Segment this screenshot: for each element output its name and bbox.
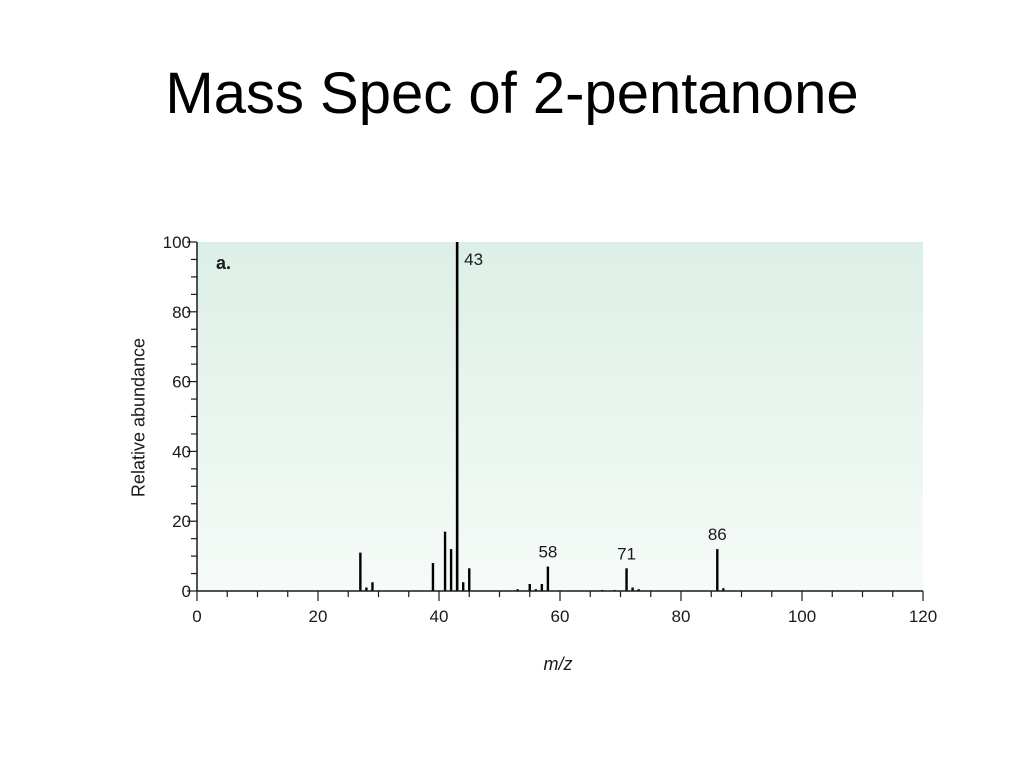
y-axis-title: Relative abundance [128,338,148,497]
y-tick-label-100: 100 [163,233,191,252]
x-tick-label-100: 100 [788,607,816,626]
y-tick-label-60: 60 [172,373,191,392]
plot-area [197,242,923,591]
peak-bars [359,242,725,591]
axes [187,241,924,601]
y-tick-label-80: 80 [172,303,191,322]
x-tick-label-0: 0 [192,607,201,626]
panel-label: a. [216,253,231,273]
x-tick-label-40: 40 [430,607,449,626]
y-tick-label-20: 20 [172,512,191,531]
peak-label-58: 58 [538,543,557,562]
y-tick-label-0: 0 [182,582,191,601]
peak-label-71: 71 [617,544,636,563]
peak-label-43: 43 [464,250,483,269]
y-tick-label-40: 40 [172,442,191,461]
x-axis-title: m/z [544,654,573,674]
x-tick-label-120: 120 [909,607,937,626]
peak-label-86: 86 [708,525,727,544]
x-tick-label-60: 60 [551,607,570,626]
x-tick-label-80: 80 [672,607,691,626]
slide-title: Mass Spec of 2-pentanone [165,61,859,126]
x-tick-label-20: 20 [309,607,328,626]
chart-labels: 0 20 40 60 80 100 120 0 20 40 60 80 100 43 58 71 86 a. m/z… [128,233,937,674]
